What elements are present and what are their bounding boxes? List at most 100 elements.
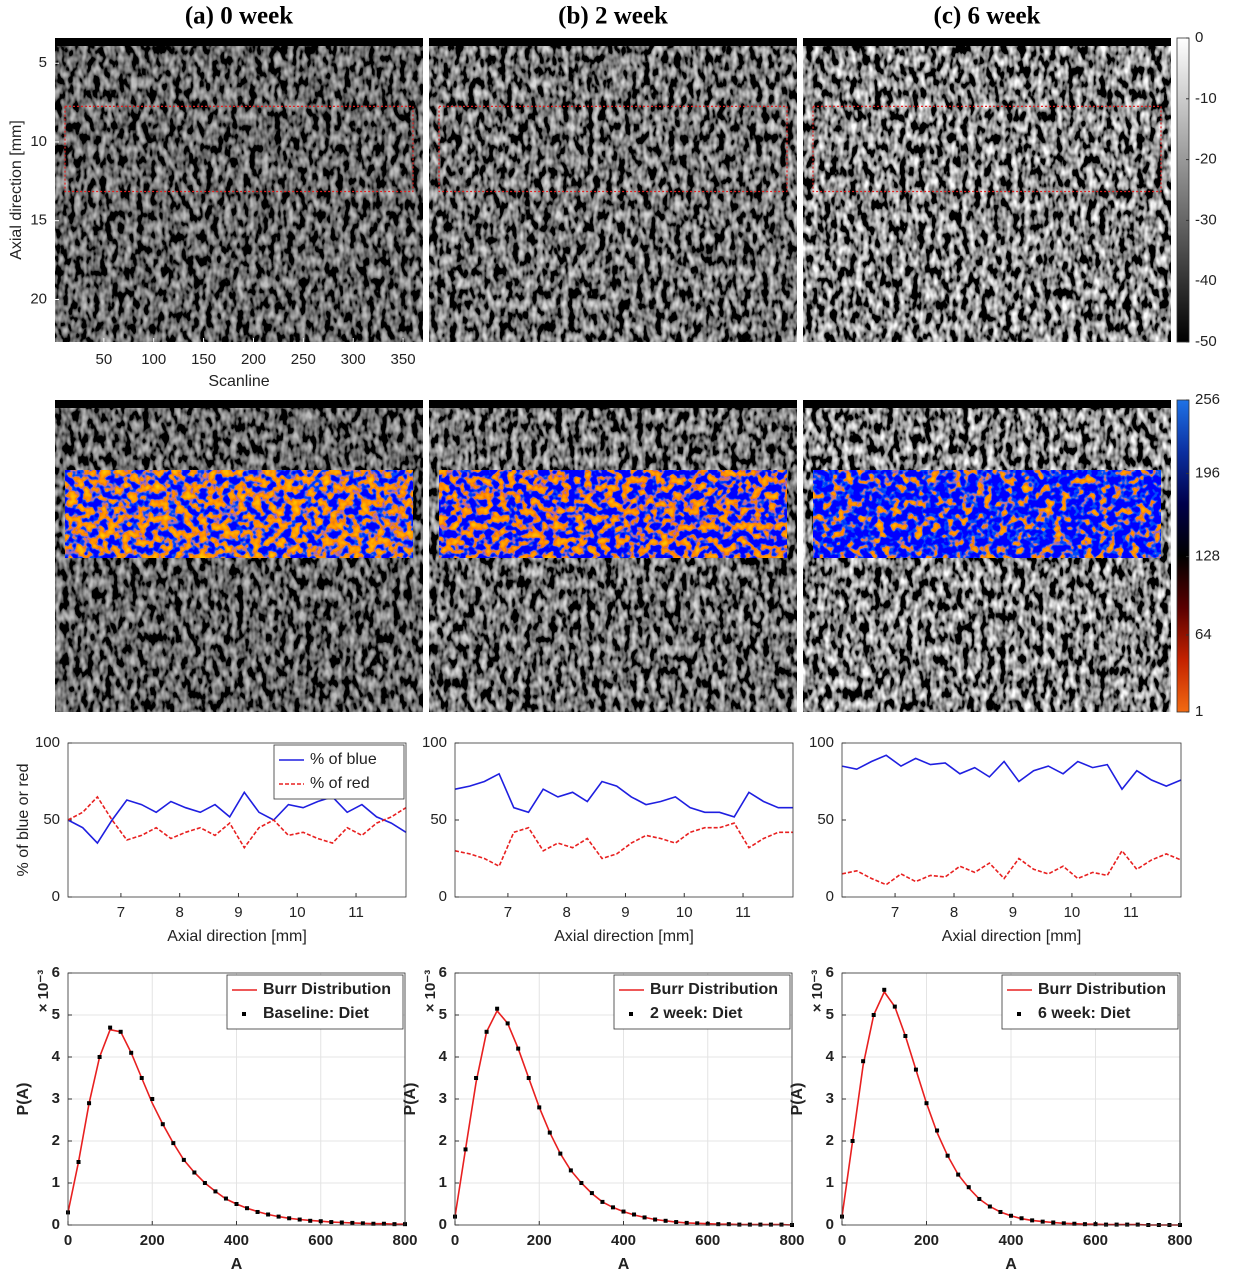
x-tick-label: 11 — [1123, 904, 1139, 921]
panel-title: (a) 0 week — [185, 3, 293, 30]
ultrasound-image — [803, 406, 1171, 712]
y-axis-label: P(A) — [789, 1083, 806, 1116]
data-point — [139, 1076, 144, 1080]
panel-title: (b) 2 week — [558, 3, 668, 30]
y-tick-label: 0 — [826, 1216, 834, 1233]
x-tick-label: 200 — [527, 1232, 552, 1249]
parametric-overlay — [439, 470, 787, 558]
data-point — [684, 1220, 689, 1225]
x-axis-label: A — [1005, 1256, 1017, 1273]
data-point — [87, 1101, 92, 1106]
x-tick-label: 800 — [392, 1232, 417, 1249]
region-of-interest — [438, 105, 788, 193]
x-tick-label: 250 — [291, 351, 316, 368]
x-tick-label: 9 — [621, 904, 629, 921]
y-tick-label: 50 — [817, 811, 834, 828]
data-point — [308, 1218, 313, 1223]
y-tick-label: 50 — [43, 811, 60, 828]
y-tick-label: 4 — [826, 1048, 835, 1065]
y-tick-label: 20 — [30, 290, 47, 307]
image-top-band — [429, 38, 797, 46]
data-point — [318, 1219, 323, 1224]
x-axis-label: Axial direction [mm] — [554, 928, 694, 945]
y-tick-label: 5 — [439, 1006, 447, 1023]
ultrasound-image — [55, 406, 423, 712]
x-tick-label: 11 — [348, 904, 364, 921]
x-tick-label: 600 — [695, 1232, 720, 1249]
data-point — [758, 1222, 763, 1227]
y-tick-label: 3 — [439, 1090, 447, 1107]
image-top-band — [55, 38, 423, 46]
y-tick-label: 6 — [52, 964, 60, 981]
data-point — [1009, 1213, 1013, 1218]
data-point — [726, 1222, 731, 1227]
data-point — [1019, 1216, 1024, 1221]
x-tick-label: 200 — [140, 1232, 165, 1249]
x-tick-label: 9 — [234, 904, 242, 921]
data-point — [276, 1214, 281, 1219]
y-axis-label: Axial direction [mm] — [8, 120, 25, 260]
x-tick-label: 11 — [735, 904, 751, 921]
colorbar-tick-label: -30 — [1195, 211, 1217, 228]
colorbar-tick-label: 0 — [1195, 29, 1203, 46]
data-point — [768, 1222, 773, 1227]
data-point — [181, 1157, 186, 1162]
data-point — [674, 1220, 679, 1225]
y-tick-label: 4 — [52, 1048, 61, 1065]
x-tick-label: 50 — [96, 351, 113, 368]
legend-box — [1001, 974, 1179, 1030]
axes-frame — [841, 742, 1182, 898]
data-point — [621, 1209, 626, 1214]
x-axis-label: Scanline — [208, 373, 269, 390]
legend-label: 2 week: Diet — [650, 1005, 743, 1022]
legend-label: Burr Distribution — [263, 981, 391, 998]
x-tick-label: 400 — [998, 1232, 1023, 1249]
x-axis-label: Axial direction [mm] — [942, 928, 1082, 945]
legend-label: % of blue — [310, 751, 377, 768]
y-tick-label: 5 — [52, 1006, 60, 1023]
x-tick-label: 200 — [914, 1232, 939, 1249]
x-tick-label: 350 — [391, 351, 416, 368]
data-point — [547, 1130, 552, 1135]
data-point — [371, 1221, 376, 1226]
y-tick-label: 0 — [52, 888, 60, 905]
data-point — [1040, 1219, 1045, 1224]
y-axis-multiplier: × 10⁻³ — [422, 970, 439, 1013]
data-point — [987, 1204, 992, 1209]
y-tick-label: 15 — [30, 212, 47, 229]
panel-title: (c) 6 week — [934, 3, 1041, 30]
x-tick-label: 800 — [779, 1232, 804, 1249]
data-point — [977, 1196, 982, 1201]
data-point — [716, 1222, 721, 1227]
y-tick-label: 100 — [809, 734, 834, 751]
data-point — [924, 1101, 929, 1106]
plot-area — [842, 743, 1181, 897]
y-tick-label: 50 — [430, 811, 447, 828]
data-point — [1061, 1221, 1066, 1226]
series-line — [67, 795, 407, 850]
data-point — [108, 1025, 113, 1030]
colorbar-tick-label: 196 — [1195, 464, 1220, 481]
colorbar — [1176, 37, 1190, 343]
data-point — [484, 1029, 489, 1034]
x-tick-label: 400 — [224, 1232, 249, 1249]
x-tick-label: 800 — [1167, 1232, 1192, 1249]
image-top-band — [429, 400, 797, 408]
data-point — [913, 1067, 918, 1072]
y-tick-label: 10 — [30, 133, 47, 150]
x-tick-label: 9 — [1009, 904, 1017, 921]
x-tick-label: 0 — [838, 1232, 846, 1249]
x-tick-label: 8 — [950, 904, 958, 921]
data-point — [255, 1209, 260, 1214]
image-top-band — [803, 38, 1171, 46]
x-tick-label: 100 — [141, 351, 166, 368]
image-top-band — [803, 400, 1171, 408]
data-point — [202, 1181, 207, 1185]
x-axis-label: Axial direction [mm] — [167, 928, 307, 945]
y-axis-label: P(A) — [402, 1083, 419, 1116]
data-point — [297, 1217, 302, 1222]
data-point — [495, 1006, 500, 1011]
y-tick-label: 1 — [439, 1174, 447, 1191]
